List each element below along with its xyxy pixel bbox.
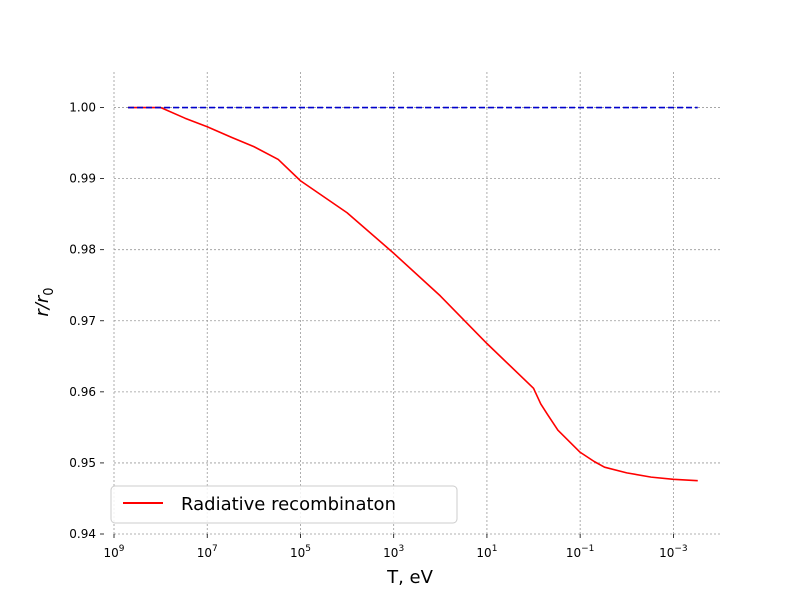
y-tick-label: 1.00 — [69, 101, 96, 115]
radiative-recombination-series — [128, 106, 698, 482]
x-tick-label-exponent: −3 — [674, 544, 687, 554]
legend-box — [110, 485, 458, 524]
x-tick-label: 10−1 — [566, 544, 595, 560]
x-tick-label-exponent: 1 — [492, 544, 498, 554]
x-tick-label-base: 10 — [383, 546, 398, 560]
y-tick-label: 0.99 — [69, 172, 96, 186]
y-axis-label-base: r/r — [32, 294, 53, 316]
series-layer — [128, 106, 698, 482]
x-tick-label-base: 10 — [566, 546, 581, 560]
x-tick-label: 101 — [476, 544, 497, 560]
x-tick-label: 103 — [383, 544, 404, 560]
legend: Radiative recombinaton — [110, 485, 458, 524]
x-tick-label: 105 — [290, 544, 311, 560]
y-axis-label-subscript: 0 — [42, 287, 57, 295]
y-tick-label: 0.95 — [69, 456, 96, 470]
x-tick-label-exponent: −1 — [581, 544, 594, 554]
tick-layer: 109 107 105 103 101 10−1 10−30.940.950.960.970… — [69, 101, 687, 560]
x-tick-label-exponent: 3 — [398, 544, 404, 554]
x-axis-label: T, eV — [386, 567, 434, 588]
y-tick-label: 0.98 — [69, 243, 96, 257]
y-axis-label: r/r0 — [32, 287, 57, 316]
grid-layer — [113, 72, 720, 535]
x-tick-label-base: 10 — [103, 546, 118, 560]
x-tick-label-base: 10 — [659, 546, 674, 560]
x-tick-label-exponent: 9 — [119, 544, 125, 554]
y-tick-label: 0.96 — [69, 385, 96, 399]
x-tick-label-exponent: 7 — [212, 544, 218, 554]
x-tick-label-base: 10 — [476, 546, 491, 560]
x-tick-label-base: 10 — [290, 546, 305, 560]
y-tick-label: 0.97 — [69, 314, 96, 328]
x-tick-label: 10−3 — [659, 544, 688, 560]
x-tick-label: 107 — [197, 544, 218, 560]
legend-label: Radiative recombinaton — [181, 494, 396, 515]
y-tick-label: 0.94 — [69, 527, 96, 541]
x-tick-label: 109 — [103, 544, 124, 560]
x-tick-label-base: 10 — [197, 546, 212, 560]
x-tick-label-exponent: 5 — [305, 544, 311, 554]
